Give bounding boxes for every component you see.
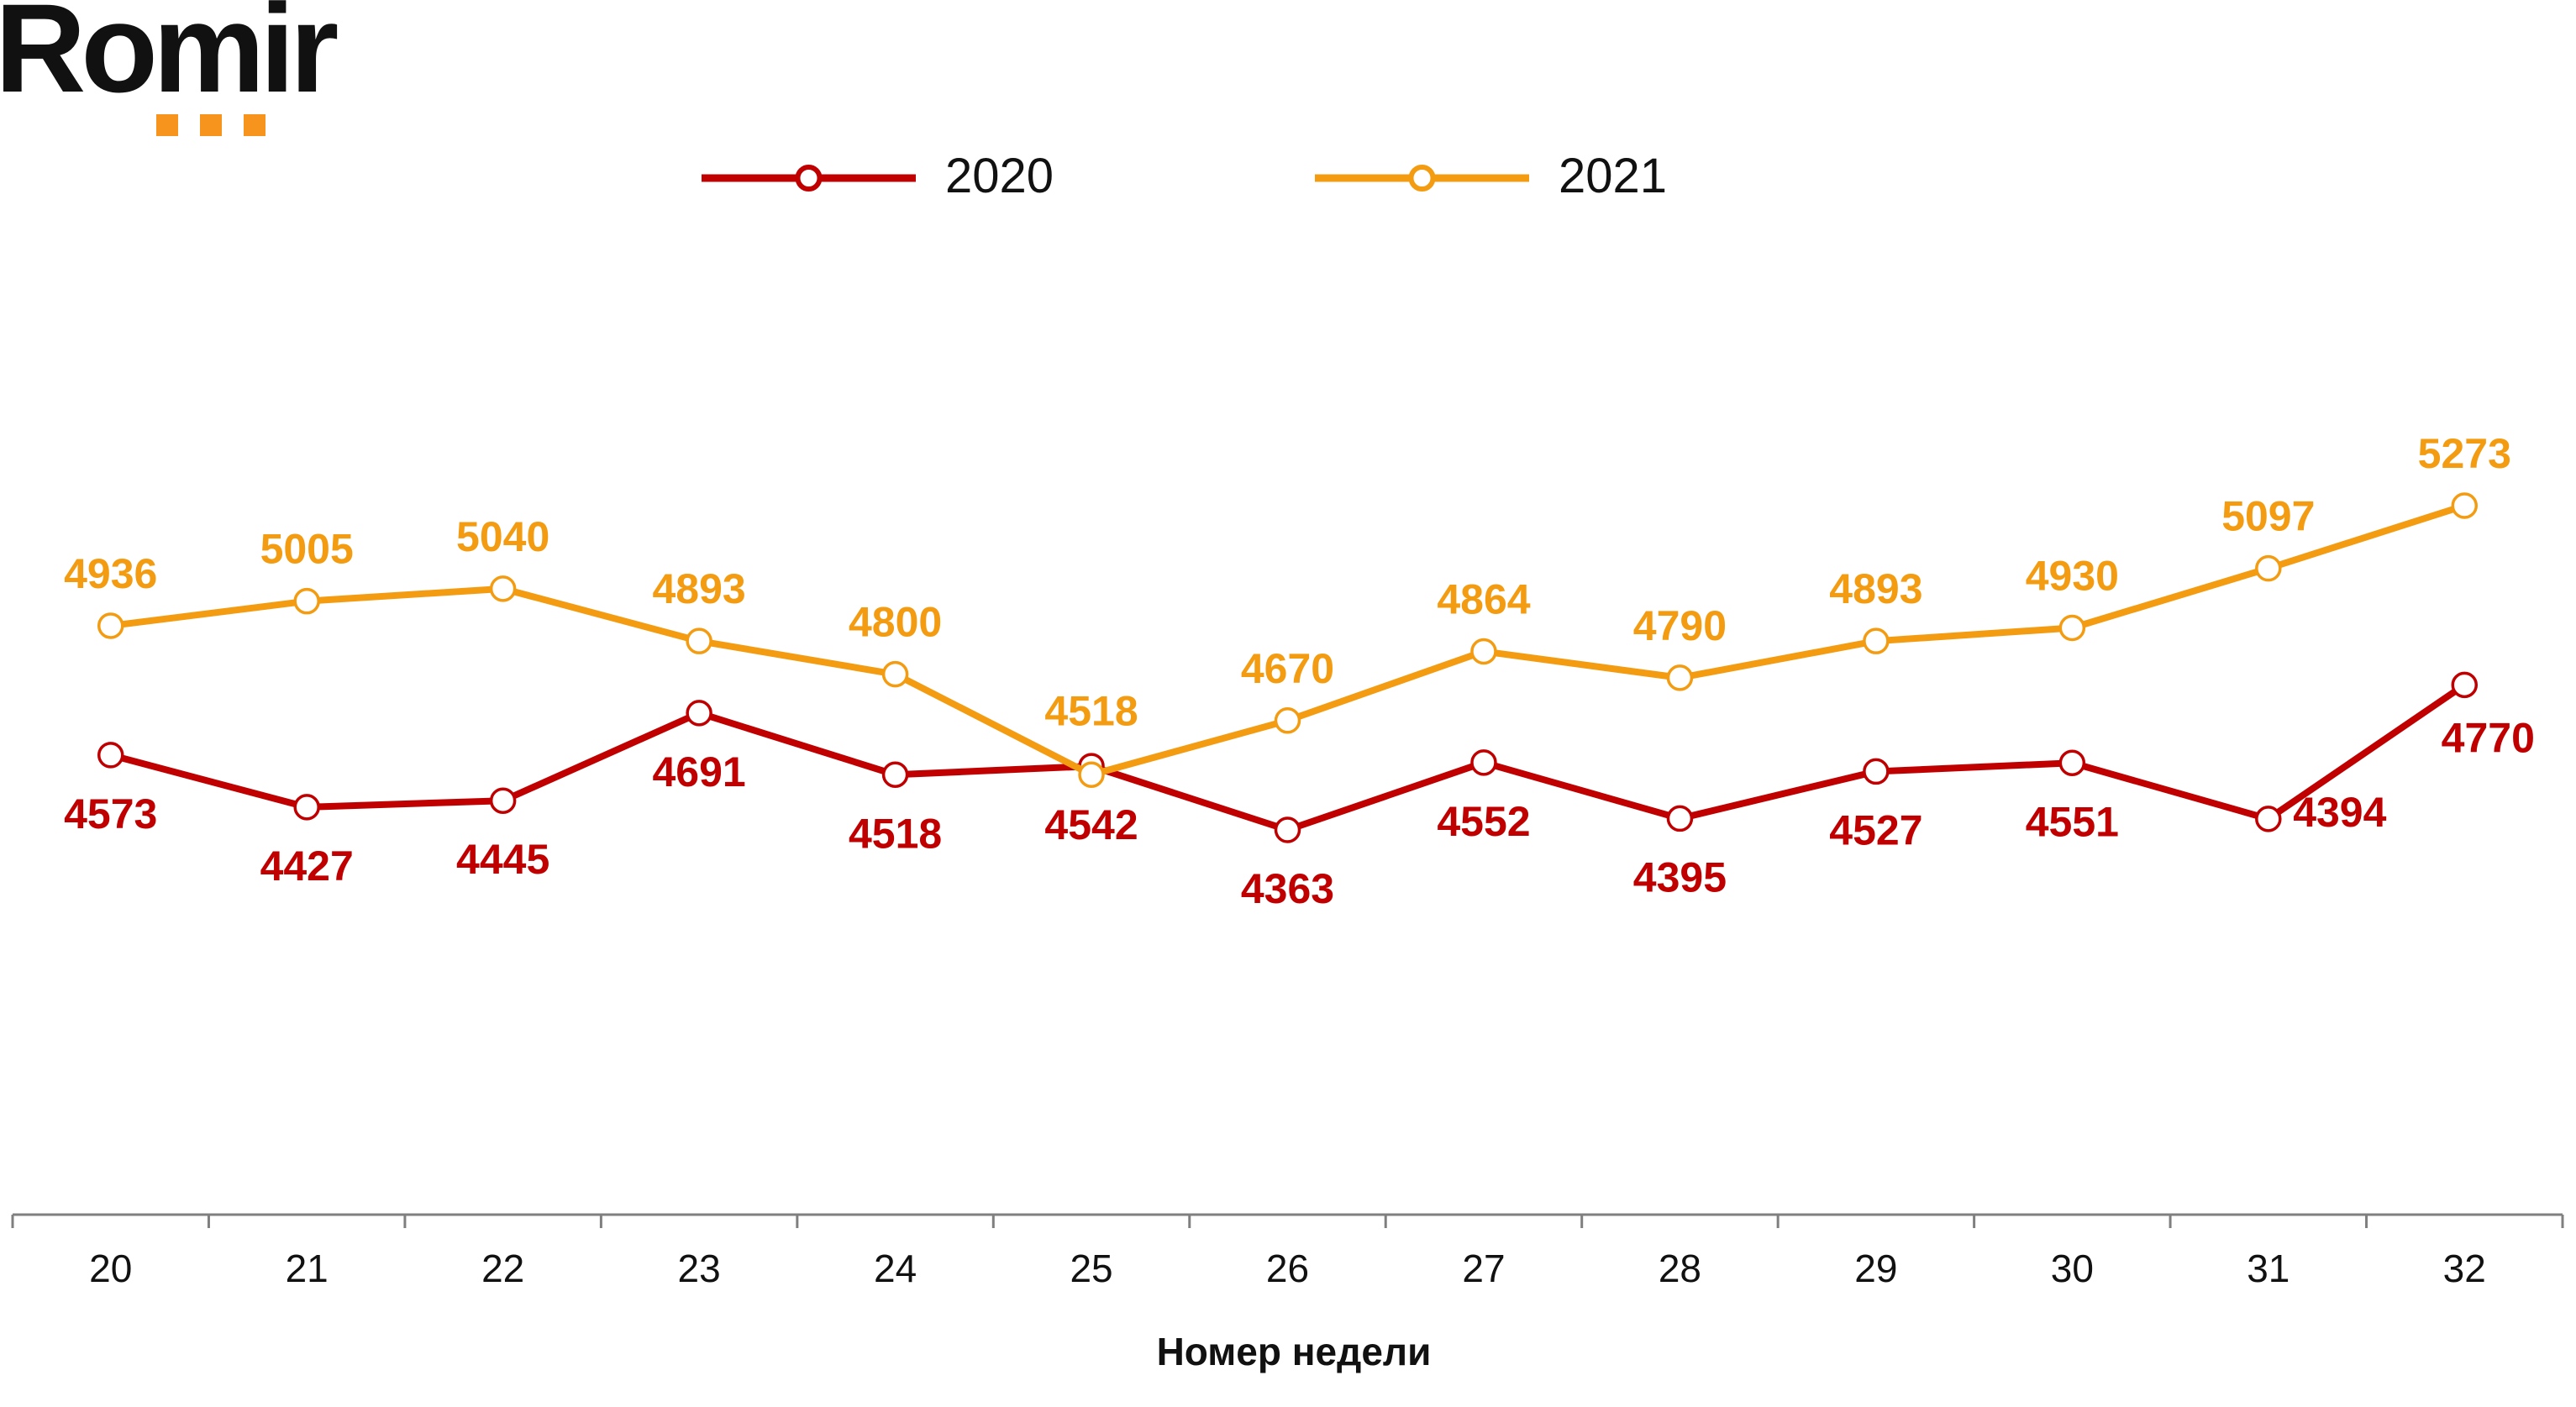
- data-label: 4552: [1437, 798, 1530, 845]
- data-label: 4551: [2026, 798, 2119, 845]
- logo-text: Romir: [0, 0, 339, 118]
- data-point: [1470, 749, 1497, 776]
- data-point: [2058, 749, 2086, 777]
- x-tick-label: 32: [2443, 1247, 2486, 1290]
- data-point: [881, 660, 909, 688]
- legend-label: 2021: [1559, 149, 1667, 203]
- x-tick-label: 29: [1854, 1247, 1897, 1290]
- data-label: 4527: [1829, 806, 1922, 853]
- chart-legend: 2020 2021: [702, 149, 1667, 203]
- data-label: 4518: [1044, 687, 1138, 734]
- data-point: [489, 787, 517, 814]
- legend-label: 2020: [945, 149, 1054, 203]
- data-point: [1863, 758, 1890, 785]
- data-point: [489, 575, 517, 602]
- data-point: [1274, 816, 1301, 843]
- data-point: [686, 627, 712, 654]
- x-axis: 20 21 22 23 24 25 26 27 28 29 30 31 32: [11, 1213, 2564, 1290]
- data-label: 4518: [849, 810, 942, 857]
- data-point: [293, 587, 320, 615]
- data-label: 4691: [652, 748, 745, 795]
- data-label: 4800: [849, 599, 942, 646]
- data-label: 5097: [2221, 493, 2315, 540]
- data-point: [97, 742, 124, 769]
- data-label: 4445: [456, 836, 549, 883]
- data-label: 4790: [1633, 602, 1727, 649]
- data-label: 5273: [2418, 430, 2511, 477]
- data-point: [1274, 707, 1301, 734]
- data-point: [1666, 664, 1694, 691]
- data-label: 4893: [652, 565, 745, 612]
- data-point: [97, 612, 124, 639]
- data-point: [1078, 761, 1105, 789]
- logo-dot: [200, 114, 222, 136]
- x-tick-label: 21: [286, 1247, 329, 1290]
- x-tick-label: 26: [1266, 1247, 1309, 1290]
- data-label: 4936: [64, 550, 157, 597]
- x-tick-label: 25: [1070, 1247, 1112, 1290]
- data-point: [1863, 627, 1890, 654]
- data-point: [2451, 671, 2479, 699]
- series-2020: 4573 4427 4445 4691 4518 4542 4363 4552 4395 4527…: [64, 671, 2535, 912]
- x-tick-label: 27: [1462, 1247, 1505, 1290]
- x-tick-label: 30: [2051, 1247, 2094, 1290]
- data-point: [1666, 805, 1694, 832]
- logo-dot: [156, 114, 178, 136]
- data-label: 4864: [1437, 575, 1530, 622]
- series-layer: 4573 4427 4445 4691 4518 4542 4363 4552 4395 4527…: [64, 430, 2535, 912]
- data-label: 4573: [64, 790, 157, 837]
- data-point: [2255, 554, 2282, 582]
- x-tick-label: 22: [481, 1247, 524, 1290]
- data-point: [881, 761, 909, 789]
- data-point: [2451, 492, 2479, 519]
- data-label: 4893: [1829, 565, 1922, 612]
- x-tick-label: 24: [874, 1247, 917, 1290]
- data-label: 5005: [260, 526, 354, 573]
- data-label: 4770: [2442, 714, 2535, 761]
- data-label: 5040: [456, 513, 549, 560]
- data-point: [2058, 614, 2086, 642]
- data-label: 4427: [260, 843, 354, 890]
- data-label: 4395: [1633, 853, 1727, 900]
- romir-logo: Romir: [0, 0, 370, 143]
- x-tick-label: 20: [89, 1247, 132, 1290]
- x-axis-title: Номер недели: [1157, 1330, 1432, 1373]
- data-label: 4542: [1044, 801, 1138, 848]
- series-2021: 4936 5005 5040 4893 4800 4518 4670 4864 4790 4893…: [64, 430, 2511, 789]
- logo-dot: [244, 114, 265, 136]
- data-label: 4670: [1241, 645, 1334, 692]
- x-tick-label: 31: [2247, 1247, 2289, 1290]
- x-tick-label: 23: [678, 1247, 721, 1290]
- x-tick-label: 28: [1659, 1247, 1701, 1290]
- data-point: [2255, 806, 2282, 832]
- legend-marker: [1408, 165, 1436, 192]
- data-label: 4363: [1241, 865, 1334, 912]
- data-label: 4394: [2293, 789, 2386, 836]
- data-point: [293, 794, 320, 821]
- legend-marker: [795, 165, 823, 192]
- data-point: [1470, 638, 1497, 665]
- data-label: 4930: [2026, 552, 2119, 599]
- data-point: [686, 700, 712, 727]
